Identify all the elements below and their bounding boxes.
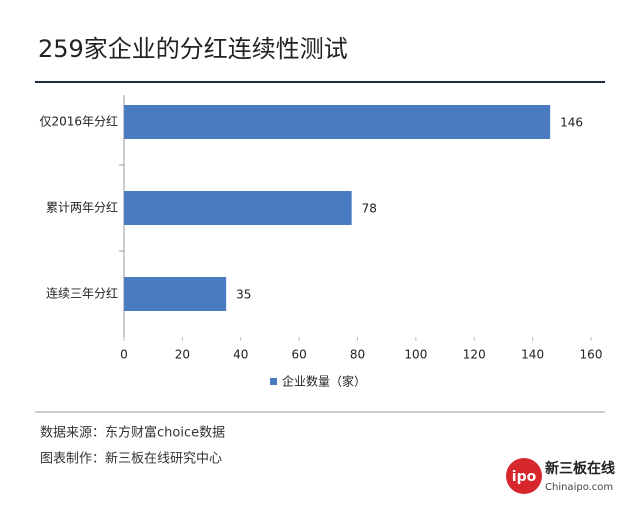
source-note: 数据来源：东方财富choice数据 (40, 425, 225, 441)
y-tick-label: 连续三年分红 (46, 286, 118, 301)
legend-label: 企业数量（家） (282, 374, 366, 389)
bar (124, 105, 551, 139)
chart-title: 259家企业的分红连续性测试 (38, 35, 348, 63)
logo-url: Chinaipo.com (545, 482, 613, 493)
logo-badge (506, 458, 542, 494)
x-tick-label: 60 (291, 348, 306, 362)
bar (124, 277, 227, 311)
x-tick-label: 40 (233, 348, 248, 362)
legend-swatch (270, 378, 277, 385)
x-tick-label: 100 (404, 348, 427, 362)
logo: ipo 新三板在线 Chinaipo.com (506, 458, 615, 494)
logo-mark: ipo (512, 469, 537, 485)
x-tick-label: 20 (175, 348, 190, 362)
value-label: 78 (362, 202, 377, 216)
y-tick-label: 累计两年分红 (46, 200, 118, 215)
logo-name: 新三板在线 (545, 460, 615, 477)
x-tick-label: 0 (120, 348, 128, 362)
x-tick-label: 160 (580, 348, 603, 362)
x-tick-label: 80 (350, 348, 365, 362)
x-tick-label: 140 (521, 348, 544, 362)
value-label: 146 (560, 116, 583, 130)
x-tick-label: 120 (463, 348, 486, 362)
bar (124, 191, 352, 225)
credit-note: 图表制作：新三板在线研究中心 (40, 451, 222, 467)
value-label: 35 (236, 288, 251, 302)
y-tick-label: 仅2016年分红 (39, 114, 118, 129)
